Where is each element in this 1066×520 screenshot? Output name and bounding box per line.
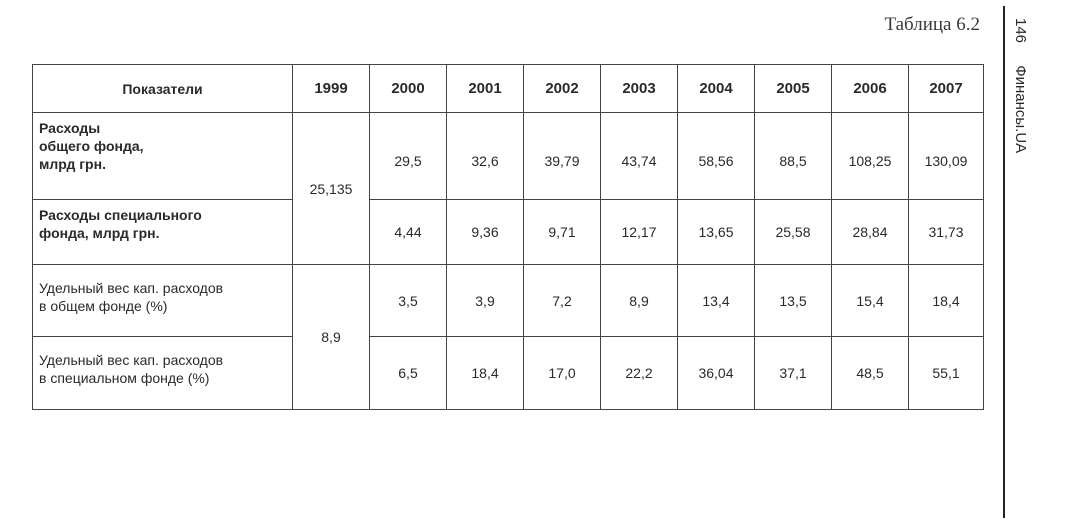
table-cell: 17,0 [523, 336, 601, 410]
table-cell: 9,71 [523, 199, 601, 265]
table-cell: 130,09 [908, 112, 984, 200]
header-year: 2007 [908, 64, 984, 113]
table-cell: 58,56 [677, 112, 755, 200]
table-cell: 12,17 [600, 199, 678, 265]
merged-1999-value: 25,135 [292, 112, 370, 265]
page-margin-rule [1003, 6, 1005, 518]
site-name: Финансы.UA [1012, 65, 1029, 154]
header-year: 1999 [292, 64, 370, 113]
table-row: Удельный вес кап. расходов в специальном… [32, 336, 984, 410]
table-cell: 13,4 [677, 264, 755, 337]
table-cell: 31,73 [908, 199, 984, 265]
running-header: 146 Финансы.UA [1012, 18, 1029, 153]
table-row: Расходы общего фонда, млрд грн. 25,135 2… [32, 112, 984, 265]
header-year: 2006 [831, 64, 909, 113]
table-header-row: Показатели 1999 2000 2001 2002 2003 2004… [32, 64, 984, 113]
table-cell: 28,84 [831, 199, 909, 265]
table-cell: 36,04 [677, 336, 755, 410]
table-caption: Таблица 6.2 [884, 14, 980, 35]
table-cell: 29,5 [369, 112, 447, 200]
row-label: Расходы специального фонда, млрд грн. [32, 199, 293, 265]
table-cell: 18,4 [908, 264, 984, 337]
table-cell: 25,58 [754, 199, 832, 265]
table-cell: 15,4 [831, 264, 909, 337]
table-cell: 55,1 [908, 336, 984, 410]
table-cell: 22,2 [600, 336, 678, 410]
header-year: 2003 [600, 64, 678, 113]
header-indicator: Показатели [32, 64, 293, 113]
table-cell: 32,6 [446, 112, 524, 200]
table-row: Расходы специального фонда, млрд грн. 4,… [32, 199, 984, 265]
row-label: Расходы общего фонда, млрд грн. [32, 112, 293, 200]
table-cell: 48,5 [831, 336, 909, 410]
table-cell: 108,25 [831, 112, 909, 200]
table-cell: 13,65 [677, 199, 755, 265]
row-label: Удельный вес кап. расходов в общем фонде… [32, 264, 293, 337]
table-cell: 9,36 [446, 199, 524, 265]
table-cell: 39,79 [523, 112, 601, 200]
row-label: Удельный вес кап. расходов в специальном… [32, 336, 293, 410]
table-cell: 6,5 [369, 336, 447, 410]
table-cell: 13,5 [754, 264, 832, 337]
data-table: Показатели 1999 2000 2001 2002 2003 2004… [32, 64, 984, 410]
table-cell: 18,4 [446, 336, 524, 410]
table-cell: 88,5 [754, 112, 832, 200]
header-year: 2005 [754, 64, 832, 113]
table-cell: 8,9 [600, 264, 678, 337]
header-year: 2000 [369, 64, 447, 113]
table-cell: 43,74 [600, 112, 678, 200]
table-row: Удельный вес кап. расходов в общем фонде… [32, 264, 984, 410]
page-number: 146 [1012, 18, 1029, 44]
merged-1999-value: 8,9 [292, 264, 370, 410]
header-year: 2002 [523, 64, 601, 113]
header-year: 2001 [446, 64, 524, 113]
table-cell: 7,2 [523, 264, 601, 337]
header-year: 2004 [677, 64, 755, 113]
table-cell: 37,1 [754, 336, 832, 410]
table-cell: 3,5 [369, 264, 447, 337]
table-cell: 3,9 [446, 264, 524, 337]
table-cell: 4,44 [369, 199, 447, 265]
